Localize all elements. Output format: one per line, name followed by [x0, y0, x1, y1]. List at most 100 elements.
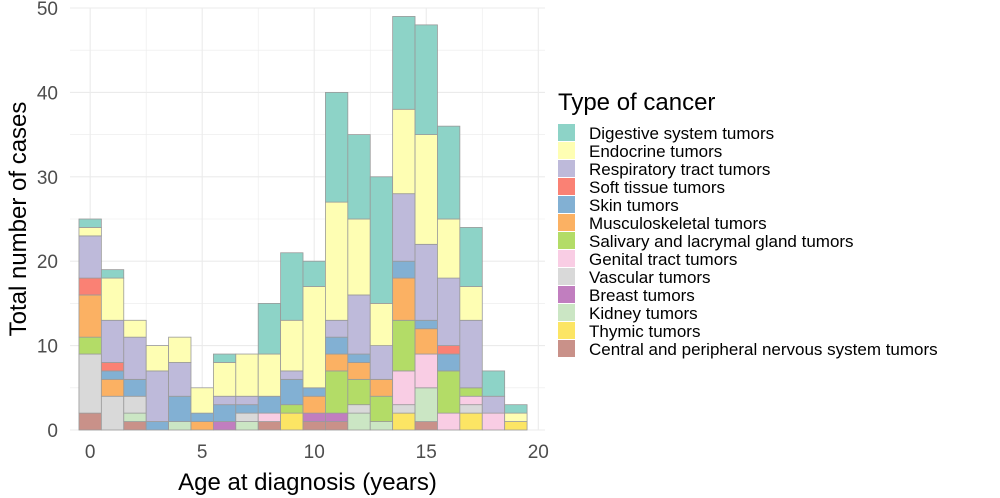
- bar-segment: [235, 404, 259, 414]
- bar-segment: [347, 362, 371, 380]
- bar-segment: [325, 319, 349, 338]
- bar-segment: [280, 319, 304, 372]
- bar-segment: [369, 176, 394, 304]
- bar-segment: [459, 286, 483, 321]
- bar-segment: [437, 125, 461, 220]
- bar-segment: [347, 353, 371, 363]
- x-tick-label: 20: [528, 442, 549, 463]
- bar-segment: [325, 92, 349, 203]
- bar-segment: [325, 421, 349, 431]
- x-axis-title: Age at diagnosis (years): [178, 469, 437, 496]
- bar-segment: [369, 395, 394, 422]
- bar-segment: [257, 395, 282, 414]
- bar-segment: [168, 395, 192, 422]
- legend-swatch: [558, 322, 575, 339]
- legend-swatch: [558, 124, 575, 141]
- bar-segment: [481, 412, 506, 431]
- bar-segment: [325, 201, 349, 321]
- y-tick-label: 0: [47, 421, 58, 442]
- bar-segment: [78, 294, 102, 338]
- bar-segment: [235, 421, 259, 431]
- bar-segment: [459, 227, 483, 287]
- bar-segment: [190, 412, 214, 422]
- bar-segment: [392, 370, 416, 406]
- bar-segment: [100, 269, 125, 279]
- bar-segment: [347, 404, 371, 414]
- legend-label: Musculoskeletal tumors: [589, 214, 767, 233]
- legend-label: Soft tissue tumors: [589, 178, 725, 197]
- bar-segment: [302, 395, 326, 414]
- bar-segment: [414, 421, 438, 431]
- legend-swatch: [558, 178, 575, 195]
- bar-segment: [437, 345, 461, 355]
- bar-segment: [392, 16, 416, 110]
- bar-segment: [437, 218, 461, 279]
- legend-label: Skin tumors: [589, 196, 679, 215]
- bar-segment: [280, 404, 304, 414]
- bar-segment: [437, 412, 461, 431]
- bar-segment: [123, 336, 147, 380]
- bar-segment: [100, 395, 125, 431]
- bar-segment: [392, 412, 416, 431]
- y-axis-title: Total number of cases: [5, 102, 32, 337]
- bar-segment: [212, 404, 237, 422]
- legend-swatch: [558, 268, 575, 285]
- bar-segment: [280, 252, 304, 321]
- bar-segment: [78, 235, 102, 279]
- bar-segment: [212, 362, 237, 397]
- bar-segment: [392, 108, 416, 195]
- bar-segment: [78, 412, 102, 431]
- bar-segment: [459, 412, 483, 431]
- x-axis: 0 5 10 15 20: [85, 442, 549, 463]
- bar-segment: [100, 378, 125, 397]
- bar-segment: [190, 387, 214, 414]
- legend-label: Salivary and lacrymal gland tumors: [589, 232, 854, 251]
- bar-segment: [212, 395, 237, 406]
- legend-swatch: [558, 232, 575, 249]
- bar-segment: [190, 421, 214, 431]
- bar-segment: [78, 353, 102, 414]
- bar-segment: [347, 134, 371, 220]
- bar-segment: [347, 412, 371, 431]
- bar-segment: [325, 336, 349, 355]
- x-tick-label: 5: [197, 442, 208, 463]
- bar-segment: [325, 353, 349, 372]
- y-tick-label: 40: [37, 83, 58, 104]
- bar-segment: [414, 319, 438, 330]
- bar-segment: [325, 412, 349, 422]
- bar-segment: [302, 387, 326, 397]
- bar-segment: [302, 286, 326, 389]
- bar-segment: [257, 421, 282, 431]
- bar-segment: [78, 218, 102, 228]
- bar-segment: [145, 345, 169, 372]
- bar-segment: [100, 362, 125, 372]
- legend-swatch: [558, 142, 575, 159]
- bar-segment: [78, 336, 102, 355]
- bar-segment: [459, 387, 483, 397]
- bar-segment: [78, 277, 102, 296]
- bar-segment: [392, 193, 416, 262]
- bar-segment: [145, 421, 169, 431]
- bar-segment: [369, 378, 394, 397]
- bar-segment: [302, 260, 326, 287]
- legend-swatch: [558, 304, 575, 321]
- bar-segment: [459, 404, 483, 414]
- bar-segment: [302, 421, 326, 431]
- legend-swatch: [558, 250, 575, 267]
- bar-segment: [459, 395, 483, 406]
- bars: [78, 16, 528, 431]
- x-tick-label: 15: [416, 442, 437, 463]
- legend-label: Thymic tumors: [589, 322, 700, 341]
- bar-segment: [145, 370, 169, 422]
- legend-swatch: [558, 286, 575, 303]
- bar-segment: [280, 370, 304, 380]
- bar-segment: [437, 370, 461, 414]
- bar-segment: [347, 378, 371, 406]
- legend-label: Central and peripheral nervous system tu…: [589, 340, 938, 359]
- bar-segment: [257, 302, 282, 355]
- y-axis: 0 10 20 30 40 50: [37, 0, 58, 442]
- legend-label: Kidney tumors: [589, 304, 698, 323]
- bar-segment: [369, 345, 394, 380]
